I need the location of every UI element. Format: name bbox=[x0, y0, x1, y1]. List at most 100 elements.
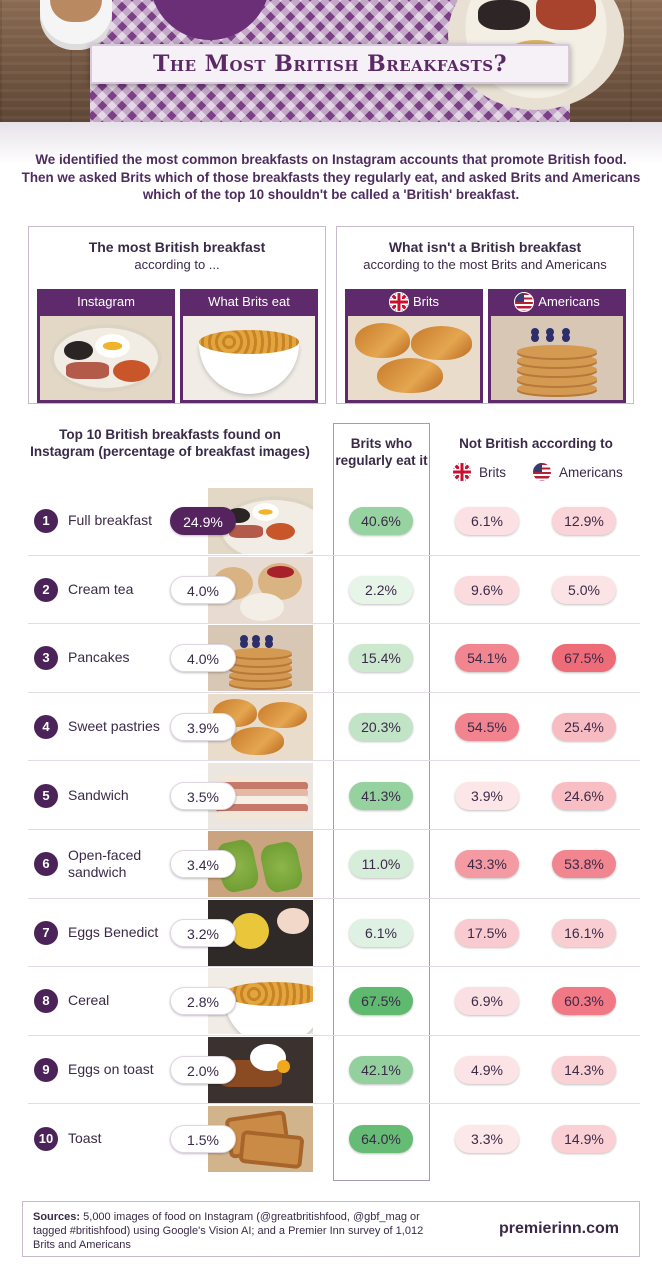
rank-badge: 9 bbox=[34, 1058, 58, 1083]
rank-badge: 7 bbox=[34, 920, 58, 945]
table-row: 7 Eggs Benedict 3.2% 6.1% 17.5% 16.1% bbox=[28, 899, 640, 968]
us-flag-icon bbox=[532, 462, 552, 482]
brits-eat-pill: 64.0% bbox=[349, 1124, 413, 1153]
breakfast-name: Sandwich bbox=[68, 786, 129, 803]
us-flag-icon bbox=[514, 292, 535, 312]
brand-logo: premierinn.com bbox=[498, 1220, 619, 1237]
not-british-brits-pill: 9.6% bbox=[455, 575, 519, 604]
breakfast-name: Toast bbox=[68, 1129, 102, 1146]
breakfast-thumbnail bbox=[208, 762, 313, 829]
instagram-share-pill: 2.8% bbox=[170, 987, 236, 1016]
what-brits-eat-card: What Brits eat bbox=[180, 289, 318, 403]
table-row: 10 Toast 1.5% 64.0% 3.3% 14.9% bbox=[28, 1104, 640, 1173]
not-british-brits-pill: 4.9% bbox=[455, 1056, 519, 1085]
breakfast-name: Pancakes bbox=[68, 649, 130, 666]
rank-badge: 8 bbox=[34, 989, 58, 1014]
breakfast-name: Open-faced sandwich bbox=[68, 847, 142, 881]
not-british-americans-pill: 24.6% bbox=[552, 781, 616, 810]
rank-badge: 3 bbox=[34, 646, 58, 671]
pancakes-image bbox=[491, 316, 623, 400]
sweet-pastries-image bbox=[348, 316, 480, 400]
not-british-americans-pill: 53.8% bbox=[552, 850, 616, 879]
not-british-brits-pill: 3.9% bbox=[455, 781, 519, 810]
not-british-brits-pill: 3.3% bbox=[455, 1124, 519, 1153]
brits-eat-pill: 40.6% bbox=[349, 507, 413, 536]
instagram-share-pill: 2.0% bbox=[170, 1056, 236, 1085]
americans-subheader: Americans bbox=[559, 464, 623, 480]
panel-subtitle: according to ... bbox=[134, 257, 220, 272]
not-british-americans-pill: 60.3% bbox=[552, 987, 616, 1016]
brits-eat-pill: 11.0% bbox=[349, 850, 413, 879]
not-british-americans-pill: 16.1% bbox=[552, 918, 616, 947]
not-british-americans-pill: 14.9% bbox=[552, 1124, 616, 1153]
brits-eat-pill: 6.1% bbox=[349, 918, 413, 947]
row-divider bbox=[28, 966, 640, 968]
rank-badge: 2 bbox=[34, 577, 58, 602]
breakfast-name: Sweet pastries bbox=[68, 718, 160, 735]
header: The Most British Breakfasts? We identifi… bbox=[0, 0, 662, 215]
not-british-americans-pill: 25.4% bbox=[552, 713, 616, 742]
row-divider bbox=[28, 1103, 640, 1105]
brits-eat-pill: 2.2% bbox=[349, 575, 413, 604]
full-breakfast-image bbox=[40, 316, 172, 400]
not-british-brits-pill: 54.5% bbox=[455, 713, 519, 742]
instagram-share-pill: 3.5% bbox=[170, 781, 236, 810]
not-british-brits-pill: 17.5% bbox=[455, 918, 519, 947]
not-british-brits-pill: 54.1% bbox=[455, 644, 519, 673]
title-banner: The Most British Breakfasts? bbox=[90, 44, 570, 84]
rank-badge: 10 bbox=[34, 1126, 58, 1151]
panel-title: What isn't a British breakfast bbox=[388, 239, 582, 255]
table-row: 6 Open-faced sandwich 3.4% 11.0% 43.3% 5… bbox=[28, 830, 640, 899]
most-british-panel: The most British breakfast according to … bbox=[28, 226, 326, 404]
brits-eat-column: Brits who regularly eat it bbox=[333, 423, 430, 1181]
not-british-americans-pill: 67.5% bbox=[552, 644, 616, 673]
breakfast-name: Full breakfast bbox=[68, 512, 153, 529]
brits-eat-pill: 42.1% bbox=[349, 1056, 413, 1085]
table-row: 9 Eggs on toast 2.0% 42.1% 4.9% 14.3% bbox=[28, 1036, 640, 1105]
row-divider bbox=[28, 691, 640, 693]
row-divider bbox=[28, 828, 640, 830]
breakfast-name: Cereal bbox=[68, 992, 110, 1009]
panel-title: The most British breakfast bbox=[88, 239, 266, 255]
americans-card: Americans bbox=[488, 289, 626, 403]
instagram-share-pill: 1.5% bbox=[170, 1124, 236, 1153]
card-label: Instagram bbox=[77, 294, 135, 309]
breakfast-thumbnail bbox=[208, 625, 313, 692]
rank-badge: 4 bbox=[34, 715, 58, 740]
not-british-header: Not British according to bbox=[459, 436, 613, 451]
not-british-brits-pill: 6.1% bbox=[455, 507, 519, 536]
uk-flag-icon bbox=[452, 462, 472, 482]
breakfast-name: Eggs Benedict bbox=[68, 923, 159, 940]
instagram-share-pill: 3.4% bbox=[170, 850, 236, 879]
table-row: 3 Pancakes 4.0% 15.4% 54.1% 67.5% bbox=[28, 624, 640, 693]
breakfast-name: Eggs on toast bbox=[68, 1061, 154, 1078]
panel-subtitle: according to the most Brits and American… bbox=[363, 257, 607, 272]
instagram-share-pill: 3.2% bbox=[170, 918, 236, 947]
table-row: 4 Sweet pastries 3.9% 20.3% 54.5% 25.4% bbox=[28, 693, 640, 762]
instagram-card: Instagram bbox=[37, 289, 175, 403]
row-divider bbox=[28, 1034, 640, 1036]
brits-eat-pill: 67.5% bbox=[349, 987, 413, 1016]
header-fade bbox=[0, 122, 662, 215]
instagram-share-pill: 4.0% bbox=[170, 644, 236, 673]
not-british-americans-pill: 14.3% bbox=[552, 1056, 616, 1085]
breakfast-name: Cream tea bbox=[68, 580, 134, 597]
brits-eat-pill: 15.4% bbox=[349, 644, 413, 673]
instagram-share-pill: 3.9% bbox=[170, 713, 236, 742]
tea-mug-icon bbox=[40, 0, 112, 50]
instagram-column-header: Top 10 British breakfasts found on Insta… bbox=[30, 427, 310, 459]
brits-eat-pill: 41.3% bbox=[349, 781, 413, 810]
table-row: 2 Cream tea 4.0% 2.2% 9.6% 5.0% bbox=[28, 556, 640, 625]
card-label: Brits bbox=[413, 294, 439, 309]
instagram-share-pill: 4.0% bbox=[170, 575, 236, 604]
row-divider bbox=[28, 623, 640, 625]
table-row: 8 Cereal 2.8% 67.5% 6.9% 60.3% bbox=[28, 967, 640, 1036]
rank-badge: 5 bbox=[34, 783, 58, 808]
not-british-americans-pill: 12.9% bbox=[552, 507, 616, 536]
brits-subheader: Brits bbox=[479, 464, 506, 480]
not-british-panel: What isn't a British breakfast according… bbox=[336, 226, 634, 404]
card-label: What Brits eat bbox=[208, 294, 290, 309]
not-british-americans-pill: 5.0% bbox=[552, 575, 616, 604]
row-divider bbox=[28, 554, 640, 556]
intro-text: We identified the most common breakfasts… bbox=[21, 152, 641, 202]
